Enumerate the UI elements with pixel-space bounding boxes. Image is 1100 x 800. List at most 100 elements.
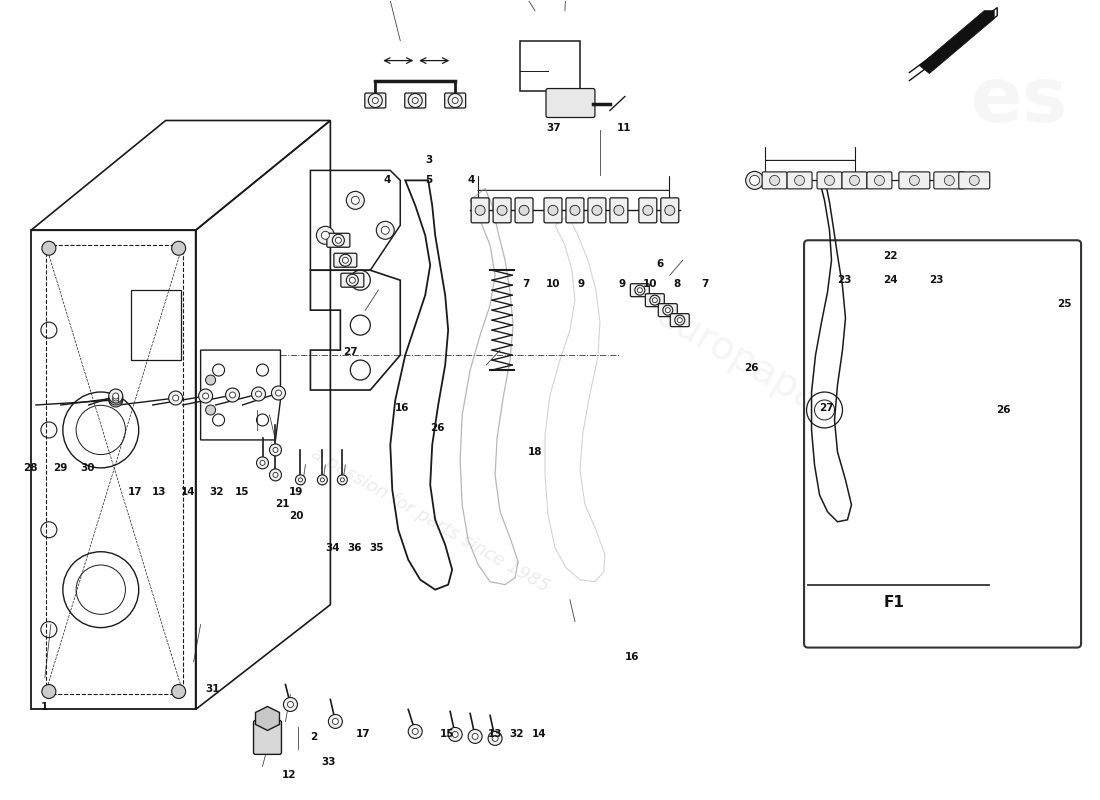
- FancyBboxPatch shape: [804, 240, 1081, 647]
- Circle shape: [469, 730, 482, 743]
- Circle shape: [635, 285, 645, 295]
- FancyBboxPatch shape: [762, 172, 788, 189]
- Circle shape: [969, 175, 979, 186]
- Circle shape: [296, 475, 306, 485]
- Circle shape: [199, 389, 212, 403]
- Text: 27: 27: [820, 403, 834, 413]
- Circle shape: [342, 258, 349, 263]
- Text: 34: 34: [326, 542, 340, 553]
- Circle shape: [849, 175, 859, 186]
- Circle shape: [317, 226, 334, 244]
- Text: a passion for parts since 1985: a passion for parts since 1985: [308, 444, 552, 595]
- Text: 26: 26: [997, 405, 1011, 414]
- FancyBboxPatch shape: [959, 172, 990, 189]
- Circle shape: [637, 288, 642, 293]
- Circle shape: [256, 457, 268, 469]
- Circle shape: [255, 391, 262, 397]
- FancyBboxPatch shape: [788, 172, 812, 189]
- Circle shape: [168, 391, 183, 405]
- Circle shape: [270, 469, 282, 481]
- Polygon shape: [255, 706, 279, 730]
- Text: 9: 9: [578, 279, 584, 290]
- Text: 4: 4: [384, 175, 392, 186]
- FancyBboxPatch shape: [493, 198, 512, 223]
- Text: 6: 6: [657, 259, 663, 270]
- Circle shape: [206, 405, 216, 415]
- Text: 10: 10: [642, 279, 657, 290]
- FancyBboxPatch shape: [334, 254, 356, 267]
- FancyBboxPatch shape: [899, 172, 930, 189]
- Text: 9: 9: [619, 279, 626, 290]
- Circle shape: [944, 175, 955, 186]
- Text: 15: 15: [235, 487, 250, 497]
- Circle shape: [548, 206, 558, 215]
- Text: F1: F1: [884, 594, 905, 610]
- Text: 12: 12: [282, 770, 296, 780]
- Circle shape: [663, 305, 673, 315]
- Circle shape: [664, 206, 674, 215]
- Text: 25: 25: [1057, 299, 1071, 309]
- Circle shape: [298, 478, 302, 482]
- FancyBboxPatch shape: [515, 198, 534, 223]
- Circle shape: [270, 444, 282, 456]
- Circle shape: [674, 315, 685, 325]
- Text: 31: 31: [206, 684, 220, 694]
- FancyBboxPatch shape: [658, 304, 678, 317]
- Circle shape: [113, 395, 119, 401]
- Text: 4: 4: [468, 175, 474, 186]
- Circle shape: [284, 698, 297, 711]
- Circle shape: [340, 478, 344, 482]
- Text: 11: 11: [616, 123, 630, 134]
- Text: 30: 30: [80, 463, 95, 473]
- Text: 3: 3: [426, 155, 432, 166]
- Text: 29: 29: [53, 463, 67, 473]
- Circle shape: [408, 94, 422, 107]
- FancyBboxPatch shape: [365, 93, 386, 108]
- Circle shape: [42, 242, 56, 255]
- Text: 32: 32: [209, 487, 223, 497]
- Circle shape: [452, 98, 459, 103]
- Circle shape: [252, 387, 265, 401]
- Circle shape: [318, 475, 328, 485]
- Circle shape: [492, 735, 498, 742]
- Text: 8: 8: [674, 279, 681, 290]
- Text: 26: 26: [744, 363, 758, 373]
- Polygon shape: [920, 10, 994, 74]
- Circle shape: [650, 295, 660, 305]
- Circle shape: [109, 389, 123, 403]
- FancyBboxPatch shape: [546, 89, 595, 118]
- FancyBboxPatch shape: [327, 234, 350, 247]
- Circle shape: [351, 196, 360, 204]
- Text: 14: 14: [531, 729, 547, 739]
- Circle shape: [113, 393, 119, 399]
- Circle shape: [173, 395, 178, 401]
- Circle shape: [109, 393, 123, 407]
- Circle shape: [321, 231, 329, 239]
- Text: 23: 23: [930, 275, 944, 286]
- Circle shape: [338, 475, 348, 485]
- Circle shape: [202, 393, 209, 399]
- Circle shape: [750, 175, 760, 186]
- Text: 24: 24: [883, 275, 898, 286]
- Circle shape: [346, 191, 364, 210]
- FancyBboxPatch shape: [253, 721, 282, 754]
- Circle shape: [260, 460, 265, 466]
- FancyBboxPatch shape: [587, 198, 606, 223]
- Circle shape: [340, 254, 351, 266]
- Circle shape: [113, 397, 119, 403]
- FancyBboxPatch shape: [817, 172, 842, 189]
- Text: 36: 36: [348, 542, 362, 553]
- Text: 35: 35: [370, 542, 384, 553]
- Circle shape: [452, 731, 459, 738]
- Circle shape: [109, 391, 123, 405]
- Text: 22: 22: [883, 251, 898, 262]
- Circle shape: [368, 94, 383, 107]
- Circle shape: [172, 242, 186, 255]
- Circle shape: [678, 318, 682, 322]
- FancyBboxPatch shape: [566, 198, 584, 223]
- FancyBboxPatch shape: [867, 172, 892, 189]
- Circle shape: [332, 234, 344, 246]
- FancyBboxPatch shape: [471, 198, 490, 223]
- Circle shape: [273, 472, 278, 478]
- Text: 15: 15: [440, 729, 454, 739]
